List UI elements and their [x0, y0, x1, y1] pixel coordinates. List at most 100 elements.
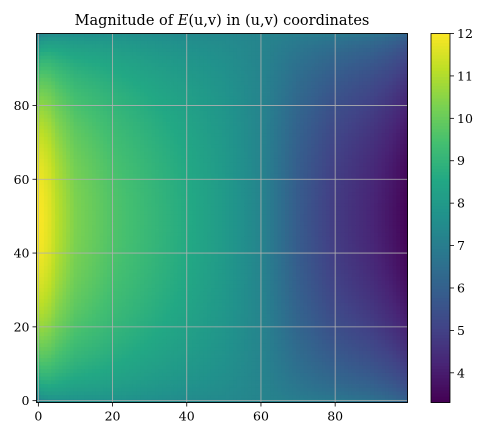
- heatmap-cell: [307, 74, 312, 79]
- heatmap-cell: [292, 155, 297, 160]
- heatmap-cell: [348, 92, 353, 97]
- heatmap-cell: [262, 48, 267, 53]
- heatmap-cell: [388, 48, 394, 53]
- heatmap-cell: [299, 118, 305, 123]
- heatmap-cell: [366, 173, 371, 178]
- heatmap-cell: [69, 147, 74, 152]
- heatmap-cell: [277, 203, 282, 208]
- heatmap-cell: [69, 81, 74, 86]
- heatmap-cell: [55, 88, 60, 93]
- heatmap-cell: [199, 188, 204, 193]
- heatmap-cell: [340, 37, 345, 42]
- heatmap-cell: [329, 214, 334, 219]
- heatmap-cell: [244, 33, 249, 38]
- heatmap-cell: [329, 88, 334, 93]
- heatmap-cell: [303, 59, 308, 64]
- heatmap-cell: [325, 140, 330, 145]
- heatmap-cell: [222, 70, 227, 75]
- heatmap-cell: [303, 206, 308, 212]
- heatmap-cell: [214, 199, 219, 204]
- heatmap-cell: [214, 192, 219, 197]
- heatmap-cell: [125, 125, 130, 130]
- heatmap-cell: [173, 96, 178, 101]
- heatmap-cell: [392, 114, 397, 119]
- heatmap-cell: [233, 33, 238, 38]
- heatmap-cell: [344, 195, 349, 200]
- heatmap-cell: [388, 192, 394, 197]
- heatmap-cell: [366, 40, 371, 45]
- heatmap-cell: [247, 181, 253, 186]
- heatmap-cell: [140, 40, 145, 45]
- heatmap-cell: [318, 81, 323, 86]
- heatmap-cell: [170, 44, 175, 49]
- heatmap-cell: [84, 96, 89, 101]
- heatmap-cell: [355, 66, 360, 71]
- heatmap-cell: [218, 110, 223, 116]
- heatmap-cell: [155, 51, 160, 57]
- heatmap-cell: [314, 133, 319, 138]
- heatmap-cell: [181, 195, 186, 200]
- heatmap-cell: [136, 199, 141, 204]
- heatmap-cell: [210, 188, 215, 193]
- heatmap-cell: [270, 59, 275, 64]
- heatmap-cell: [158, 122, 164, 127]
- heatmap-cell: [400, 144, 405, 149]
- heatmap-cell: [303, 210, 308, 215]
- heatmap-cell: [125, 114, 130, 119]
- heatmap-cell: [144, 44, 149, 49]
- heatmap-cell: [244, 77, 249, 82]
- heatmap-cell: [207, 192, 212, 197]
- heatmap-cell: [173, 85, 178, 90]
- heatmap-cell: [207, 88, 212, 93]
- heatmap-cell: [251, 33, 256, 38]
- heatmap-cell: [103, 40, 108, 45]
- heatmap-cell: [199, 170, 204, 175]
- heatmap-cell: [273, 107, 279, 112]
- heatmap-cell: [58, 181, 63, 186]
- heatmap-cell: [103, 70, 108, 75]
- heatmap-cell: [325, 70, 330, 75]
- heatmap-cell: [210, 96, 215, 101]
- heatmap-cell: [303, 40, 308, 45]
- heatmap-cell: [370, 55, 375, 60]
- heatmap-cell: [40, 114, 45, 119]
- heatmap-cell: [381, 37, 386, 42]
- heatmap-cell: [151, 129, 156, 134]
- heatmap-cell: [270, 125, 275, 130]
- heatmap-cell: [214, 40, 219, 45]
- heatmap-cell: [121, 51, 126, 57]
- heatmap-cell: [147, 88, 152, 93]
- heatmap-cell: [403, 118, 408, 123]
- heatmap-cell: [266, 170, 271, 175]
- heatmap-cell: [132, 188, 138, 193]
- heatmap-cell: [214, 51, 219, 57]
- heatmap-cell: [203, 184, 208, 189]
- heatmap-cell: [192, 122, 197, 127]
- heatmap-cell: [355, 70, 360, 75]
- heatmap-cell: [47, 70, 52, 75]
- heatmap-cell: [311, 63, 316, 68]
- heatmap-cell: [158, 206, 164, 212]
- heatmap-cell: [337, 110, 342, 116]
- heatmap-cell: [355, 173, 360, 178]
- heatmap-cell: [58, 214, 63, 219]
- heatmap-cell: [322, 151, 327, 156]
- heatmap-cell: [244, 158, 249, 164]
- heatmap-cell: [43, 74, 49, 79]
- heatmap-cell: [170, 88, 175, 93]
- heatmap-cell: [147, 70, 152, 75]
- heatmap-cell: [225, 81, 230, 86]
- heatmap-cell: [314, 96, 319, 101]
- heatmap-cell: [114, 77, 119, 82]
- heatmap-cell: [340, 188, 345, 193]
- heatmap-cell: [403, 96, 408, 101]
- heatmap-cell: [296, 110, 301, 116]
- heatmap-cell: [381, 155, 386, 160]
- heatmap-cell: [244, 147, 249, 152]
- heatmap-cell: [162, 74, 167, 79]
- heatmap-cell: [51, 206, 56, 212]
- heatmap-cell: [199, 199, 204, 204]
- heatmap-cell: [303, 85, 308, 90]
- heatmap-cell: [392, 66, 397, 71]
- heatmap-cell: [385, 144, 390, 149]
